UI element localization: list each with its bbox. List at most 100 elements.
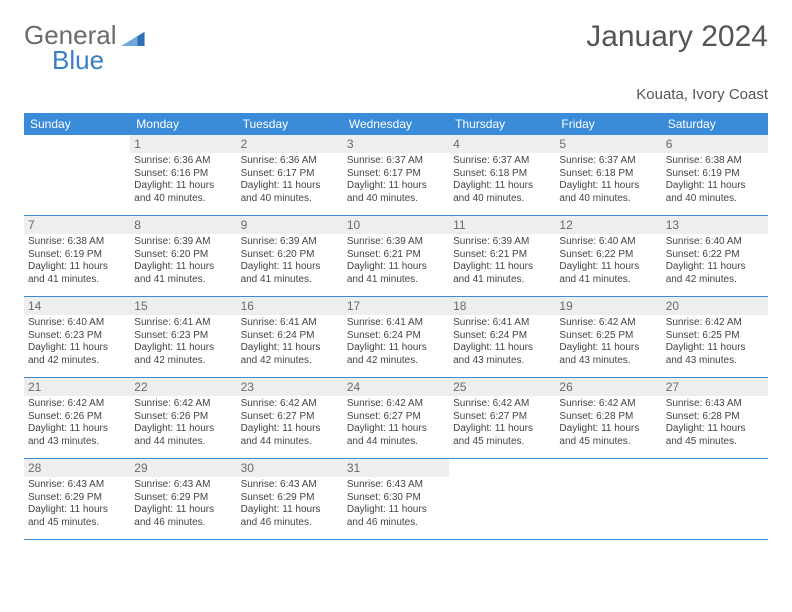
day-body: Sunrise: 6:42 AMSunset: 6:27 PMDaylight:…: [343, 396, 449, 458]
sunrise-text: Sunrise: 6:43 AM: [666, 398, 764, 411]
daylight-text: Daylight: 11 hours and 42 minutes.: [28, 342, 126, 367]
day-body: Sunrise: 6:42 AMSunset: 6:26 PMDaylight:…: [130, 396, 236, 458]
calendar-day-cell: 22Sunrise: 6:42 AMSunset: 6:26 PMDayligh…: [130, 378, 236, 459]
sunrise-text: Sunrise: 6:43 AM: [347, 479, 445, 492]
daylight-text: Daylight: 11 hours and 43 minutes.: [559, 342, 657, 367]
day-number: 24: [343, 378, 449, 396]
daylight-text: Daylight: 11 hours and 41 minutes.: [241, 261, 339, 286]
sunset-text: Sunset: 6:30 PM: [347, 492, 445, 505]
sunrise-text: Sunrise: 6:43 AM: [134, 479, 232, 492]
calendar-day-cell: 8Sunrise: 6:39 AMSunset: 6:20 PMDaylight…: [130, 216, 236, 297]
weekday-header: Saturday: [662, 113, 768, 135]
calendar-day-cell: 29Sunrise: 6:43 AMSunset: 6:29 PMDayligh…: [130, 459, 236, 540]
day-number: 12: [555, 216, 661, 234]
sunset-text: Sunset: 6:18 PM: [559, 168, 657, 181]
day-body: Sunrise: 6:42 AMSunset: 6:26 PMDaylight:…: [24, 396, 130, 458]
sunset-text: Sunset: 6:18 PM: [453, 168, 551, 181]
day-body: Sunrise: 6:38 AMSunset: 6:19 PMDaylight:…: [24, 234, 130, 296]
sunset-text: Sunset: 6:19 PM: [28, 249, 126, 262]
sunrise-text: Sunrise: 6:39 AM: [453, 236, 551, 249]
sunrise-text: Sunrise: 6:36 AM: [241, 155, 339, 168]
day-body: Sunrise: 6:39 AMSunset: 6:20 PMDaylight:…: [130, 234, 236, 296]
daylight-text: Daylight: 11 hours and 46 minutes.: [241, 504, 339, 529]
day-number: 23: [237, 378, 343, 396]
calendar-day-cell: 20Sunrise: 6:42 AMSunset: 6:25 PMDayligh…: [662, 297, 768, 378]
day-number: 1: [130, 135, 236, 153]
calendar-day-cell: 23Sunrise: 6:42 AMSunset: 6:27 PMDayligh…: [237, 378, 343, 459]
day-number: 10: [343, 216, 449, 234]
calendar-day-cell: 5Sunrise: 6:37 AMSunset: 6:18 PMDaylight…: [555, 135, 661, 216]
day-body: Sunrise: 6:37 AMSunset: 6:18 PMDaylight:…: [449, 153, 555, 215]
sunrise-text: Sunrise: 6:41 AM: [241, 317, 339, 330]
daylight-text: Daylight: 11 hours and 42 minutes.: [666, 261, 764, 286]
day-number: 9: [237, 216, 343, 234]
sunrise-text: Sunrise: 6:42 AM: [134, 398, 232, 411]
sunrise-text: Sunrise: 6:37 AM: [453, 155, 551, 168]
sunrise-text: Sunrise: 6:43 AM: [241, 479, 339, 492]
sunset-text: Sunset: 6:27 PM: [241, 411, 339, 424]
calendar-week-row: 14Sunrise: 6:40 AMSunset: 6:23 PMDayligh…: [24, 297, 768, 378]
daylight-text: Daylight: 11 hours and 41 minutes.: [28, 261, 126, 286]
sunrise-text: Sunrise: 6:39 AM: [241, 236, 339, 249]
calendar-day-cell: 18Sunrise: 6:41 AMSunset: 6:24 PMDayligh…: [449, 297, 555, 378]
daylight-text: Daylight: 11 hours and 40 minutes.: [559, 180, 657, 205]
daylight-text: Daylight: 11 hours and 40 minutes.: [241, 180, 339, 205]
daylight-text: Daylight: 11 hours and 41 minutes.: [134, 261, 232, 286]
daylight-text: Daylight: 11 hours and 46 minutes.: [347, 504, 445, 529]
calendar-day-cell: [555, 459, 661, 540]
sunrise-text: Sunrise: 6:42 AM: [666, 317, 764, 330]
daylight-text: Daylight: 11 hours and 41 minutes.: [347, 261, 445, 286]
calendar-day-cell: [662, 459, 768, 540]
day-number: 4: [449, 135, 555, 153]
day-number: 13: [662, 216, 768, 234]
sunrise-text: Sunrise: 6:41 AM: [453, 317, 551, 330]
calendar-day-cell: 15Sunrise: 6:41 AMSunset: 6:23 PMDayligh…: [130, 297, 236, 378]
day-body: Sunrise: 6:43 AMSunset: 6:29 PMDaylight:…: [24, 477, 130, 539]
day-body: Sunrise: 6:43 AMSunset: 6:30 PMDaylight:…: [343, 477, 449, 539]
day-number: 6: [662, 135, 768, 153]
calendar-day-cell: 16Sunrise: 6:41 AMSunset: 6:24 PMDayligh…: [237, 297, 343, 378]
calendar-day-cell: 14Sunrise: 6:40 AMSunset: 6:23 PMDayligh…: [24, 297, 130, 378]
day-number: 14: [24, 297, 130, 315]
weekday-header: Wednesday: [343, 113, 449, 135]
calendar-day-cell: 21Sunrise: 6:42 AMSunset: 6:26 PMDayligh…: [24, 378, 130, 459]
sunrise-text: Sunrise: 6:39 AM: [134, 236, 232, 249]
daylight-text: Daylight: 11 hours and 40 minutes.: [666, 180, 764, 205]
sunset-text: Sunset: 6:25 PM: [666, 330, 764, 343]
day-number: 31: [343, 459, 449, 477]
weekday-header: Thursday: [449, 113, 555, 135]
calendar-week-row: 28Sunrise: 6:43 AMSunset: 6:29 PMDayligh…: [24, 459, 768, 540]
day-number: 22: [130, 378, 236, 396]
calendar-week-row: 1Sunrise: 6:36 AMSunset: 6:16 PMDaylight…: [24, 135, 768, 216]
calendar-day-cell: 27Sunrise: 6:43 AMSunset: 6:28 PMDayligh…: [662, 378, 768, 459]
header-row: GeneralBlue January 2024: [24, 20, 768, 82]
day-body: Sunrise: 6:42 AMSunset: 6:28 PMDaylight:…: [555, 396, 661, 458]
calendar-day-cell: 9Sunrise: 6:39 AMSunset: 6:20 PMDaylight…: [237, 216, 343, 297]
daylight-text: Daylight: 11 hours and 42 minutes.: [347, 342, 445, 367]
day-number: 18: [449, 297, 555, 315]
calendar-day-cell: 26Sunrise: 6:42 AMSunset: 6:28 PMDayligh…: [555, 378, 661, 459]
day-body: Sunrise: 6:41 AMSunset: 6:24 PMDaylight:…: [343, 315, 449, 377]
daylight-text: Daylight: 11 hours and 46 minutes.: [134, 504, 232, 529]
day-body: Sunrise: 6:39 AMSunset: 6:20 PMDaylight:…: [237, 234, 343, 296]
sunrise-text: Sunrise: 6:42 AM: [559, 398, 657, 411]
sunset-text: Sunset: 6:28 PM: [666, 411, 764, 424]
day-number: 26: [555, 378, 661, 396]
daylight-text: Daylight: 11 hours and 45 minutes.: [453, 423, 551, 448]
day-number: 5: [555, 135, 661, 153]
sunrise-text: Sunrise: 6:42 AM: [559, 317, 657, 330]
calendar-day-cell: 28Sunrise: 6:43 AMSunset: 6:29 PMDayligh…: [24, 459, 130, 540]
sunrise-text: Sunrise: 6:40 AM: [559, 236, 657, 249]
daylight-text: Daylight: 11 hours and 45 minutes.: [666, 423, 764, 448]
daylight-text: Daylight: 11 hours and 44 minutes.: [241, 423, 339, 448]
sunset-text: Sunset: 6:26 PM: [28, 411, 126, 424]
logo: GeneralBlue: [24, 20, 145, 82]
sunset-text: Sunset: 6:23 PM: [28, 330, 126, 343]
day-body: Sunrise: 6:40 AMSunset: 6:22 PMDaylight:…: [662, 234, 768, 296]
day-number: 11: [449, 216, 555, 234]
day-number: 2: [237, 135, 343, 153]
location-subtitle: Kouata, Ivory Coast: [24, 86, 768, 103]
day-body: Sunrise: 6:43 AMSunset: 6:29 PMDaylight:…: [237, 477, 343, 539]
sunset-text: Sunset: 6:27 PM: [453, 411, 551, 424]
sunrise-text: Sunrise: 6:38 AM: [28, 236, 126, 249]
